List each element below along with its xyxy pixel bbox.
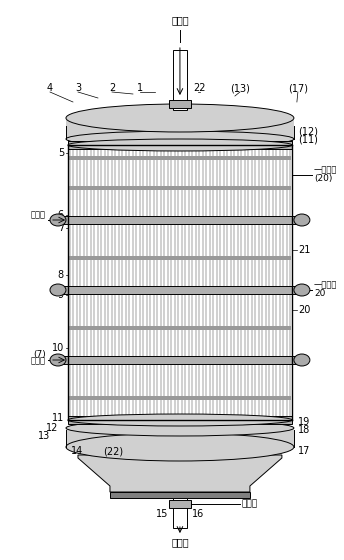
- Text: 2: 2: [109, 83, 115, 93]
- Text: (13): (13): [230, 83, 250, 93]
- Text: 7: 7: [58, 223, 64, 233]
- Bar: [58, 356, 302, 364]
- Text: (17): (17): [288, 83, 308, 93]
- Text: 冷却水: 冷却水: [31, 357, 46, 366]
- Text: 19: 19: [298, 417, 310, 427]
- Ellipse shape: [50, 354, 66, 366]
- Text: 原料气: 原料气: [171, 15, 189, 25]
- Text: (20): (20): [314, 174, 332, 183]
- Ellipse shape: [66, 433, 294, 461]
- Ellipse shape: [68, 139, 292, 151]
- Text: —冷却水: —冷却水: [314, 281, 337, 290]
- Text: 14: 14: [71, 446, 83, 456]
- Bar: [58, 216, 302, 224]
- Text: 13: 13: [38, 431, 50, 441]
- Text: 22: 22: [194, 83, 206, 93]
- Text: 21: 21: [298, 245, 310, 255]
- Bar: [69, 361, 291, 365]
- Bar: [173, 498, 187, 528]
- Ellipse shape: [294, 354, 310, 366]
- Text: 17: 17: [298, 446, 310, 456]
- Polygon shape: [78, 455, 282, 492]
- Bar: [69, 396, 291, 400]
- Bar: [69, 186, 291, 190]
- Text: (12): (12): [298, 126, 318, 136]
- Bar: [68, 145, 292, 420]
- Text: 10: 10: [52, 343, 64, 353]
- Text: 18: 18: [298, 425, 310, 435]
- Bar: [69, 256, 291, 260]
- Ellipse shape: [66, 104, 294, 132]
- Text: (22): (22): [103, 447, 123, 457]
- Bar: [68, 141, 292, 149]
- Ellipse shape: [66, 420, 294, 436]
- Ellipse shape: [50, 284, 66, 296]
- Text: 6: 6: [58, 210, 64, 220]
- Bar: [169, 500, 191, 508]
- Text: 5: 5: [58, 148, 64, 158]
- Text: 11: 11: [52, 413, 64, 423]
- Bar: [173, 50, 187, 110]
- Ellipse shape: [294, 214, 310, 226]
- Bar: [68, 416, 292, 424]
- Bar: [66, 428, 294, 447]
- Text: 冷却水: 冷却水: [31, 211, 46, 220]
- Text: —冷却水: —冷却水: [314, 166, 337, 175]
- Text: (7): (7): [33, 349, 46, 358]
- Bar: [69, 326, 291, 330]
- Text: 放酸口: 放酸口: [171, 537, 189, 547]
- Text: 15: 15: [155, 509, 168, 519]
- Bar: [69, 221, 291, 225]
- Bar: [69, 156, 291, 160]
- Ellipse shape: [66, 131, 294, 147]
- Ellipse shape: [294, 284, 310, 296]
- Text: 3: 3: [75, 83, 81, 93]
- Text: (11): (11): [298, 134, 318, 144]
- Text: 8: 8: [58, 270, 64, 280]
- Bar: [110, 492, 250, 498]
- Text: 1: 1: [137, 83, 143, 93]
- Bar: [169, 100, 191, 108]
- Text: 20: 20: [314, 288, 325, 297]
- Text: 9: 9: [58, 290, 64, 300]
- Bar: [69, 291, 291, 295]
- Ellipse shape: [68, 414, 292, 426]
- Text: 合成气: 合成气: [242, 500, 258, 508]
- Text: 16: 16: [192, 509, 204, 519]
- Text: 12: 12: [46, 423, 58, 433]
- Bar: [58, 286, 302, 294]
- Text: 4: 4: [47, 83, 53, 93]
- Bar: [66, 120, 294, 139]
- Text: 20: 20: [298, 305, 310, 315]
- Bar: [68, 139, 292, 145]
- Ellipse shape: [50, 214, 66, 226]
